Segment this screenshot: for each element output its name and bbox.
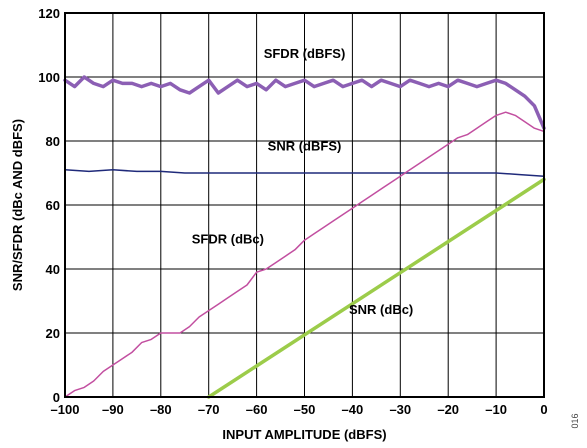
y-tick-labels: 0 20 40 60 80 100 120	[38, 6, 60, 405]
x-tick-labels: –100 –90 –80 –70 –60 –50 –40 –30 –20 –10 0	[51, 402, 548, 417]
x-tick-label: –70	[198, 402, 220, 417]
series-line	[63, 75, 546, 130]
x-tick-label: –60	[246, 402, 268, 417]
x-tick-label: –50	[294, 402, 316, 417]
series-labels: SFDR (dBFS) SNR (dBFS) SFDR (dBc) SNR (dBc)	[192, 46, 414, 317]
y-tick-label: 80	[46, 134, 60, 149]
series-label: SNR (dBc)	[349, 302, 413, 317]
x-tick-label: –100	[51, 402, 80, 417]
x-tick-label: –90	[102, 402, 124, 417]
y-tick-label: 100	[38, 70, 60, 85]
x-axis-title: INPUT AMPLITUDE (dBFS)	[222, 427, 386, 442]
x-tick-label: –30	[389, 402, 411, 417]
x-tick-label: –40	[342, 402, 364, 417]
x-tick-label: –20	[437, 402, 459, 417]
figure-id: 016	[570, 413, 580, 428]
x-tick-label: –10	[485, 402, 507, 417]
plot-frame	[64, 12, 545, 398]
y-axis-title: SNR/SFDR (dBc AND dBFS)	[10, 119, 25, 291]
series-line	[206, 177, 546, 399]
y-tick-label: 60	[46, 198, 60, 213]
series-line	[64, 169, 545, 177]
series-label: SFDR (dBc)	[192, 231, 264, 246]
gridlines	[64, 12, 545, 398]
x-tick-label: –80	[150, 402, 172, 417]
series-line	[64, 111, 545, 398]
series-label: SNR (dBFS)	[268, 139, 342, 154]
y-tick-label: 0	[53, 390, 60, 405]
series-layer	[63, 75, 546, 399]
x-tick-label: 0	[540, 402, 547, 417]
series-label: SFDR (dBFS)	[264, 46, 346, 61]
y-tick-label: 120	[38, 6, 60, 21]
y-tick-label: 20	[46, 326, 60, 341]
y-tick-label: 40	[46, 262, 60, 277]
